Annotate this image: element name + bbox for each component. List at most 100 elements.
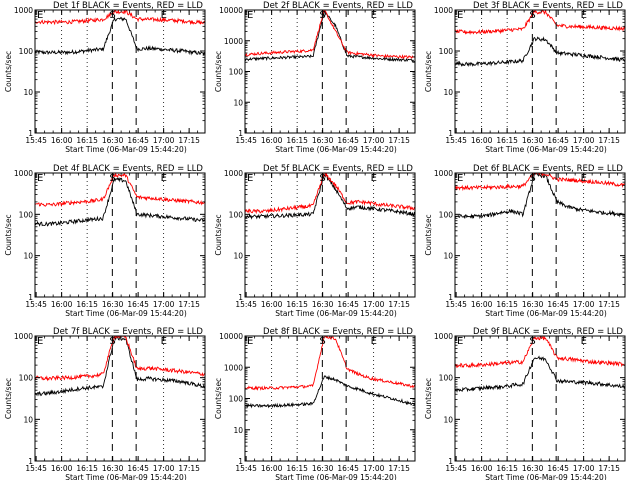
y-tick-label: 1000 bbox=[224, 363, 243, 372]
x-tick-label: 16:15 bbox=[286, 300, 308, 309]
chart-title: Det 4f BLACK = Events, RED = LLD bbox=[53, 164, 203, 174]
events-series-line bbox=[35, 16, 205, 57]
x-tick-label: 16:15 bbox=[76, 136, 98, 145]
y-axis-label: Counts/sec bbox=[214, 378, 223, 419]
y-tick-label: 10 bbox=[443, 415, 453, 424]
x-tick-label: 16:30 bbox=[102, 464, 124, 473]
y-axis-label: Counts/sec bbox=[424, 214, 433, 255]
chart-title: Det 1f BLACK = Events, RED = LLD bbox=[53, 1, 203, 11]
x-tick-label: 16:00 bbox=[471, 136, 493, 145]
y-tick-label: 1000 bbox=[434, 169, 453, 178]
x-tick-label: 16:45 bbox=[547, 300, 569, 309]
chart-title: Det 6f BLACK = Events, RED = LLD bbox=[473, 164, 623, 174]
x-tick-label: 16:00 bbox=[261, 300, 283, 309]
y-tick-label: 1 bbox=[28, 457, 33, 466]
events-series-line bbox=[455, 36, 625, 68]
x-tick-label: 15:45 bbox=[235, 300, 257, 309]
plot-frame bbox=[454, 9, 626, 134]
y-tick-label: 100 bbox=[439, 47, 454, 56]
x-tick-label: 15:45 bbox=[445, 300, 467, 309]
x-tick-label: 17:00 bbox=[153, 136, 175, 145]
y-tick-label: 10 bbox=[23, 88, 33, 97]
x-tick-label: 16:15 bbox=[496, 136, 518, 145]
events-series-line bbox=[455, 355, 625, 394]
plot-frame bbox=[34, 335, 206, 462]
x-tick-label: 15:45 bbox=[25, 300, 47, 309]
marker-label-start: E bbox=[457, 336, 463, 347]
x-tick-label: 15:45 bbox=[445, 136, 467, 145]
events-series-line bbox=[245, 10, 415, 63]
chart-title: Det 8f BLACK = Events, RED = LLD bbox=[263, 327, 413, 337]
y-tick-label: 1000 bbox=[14, 6, 33, 15]
x-tick-label: 16:15 bbox=[496, 464, 518, 473]
marker-label-middle: S bbox=[319, 336, 325, 347]
x-tick-label: 17:00 bbox=[363, 300, 385, 309]
x-tick-label: 15:45 bbox=[445, 464, 467, 473]
y-tick-label: 10 bbox=[233, 426, 243, 435]
y-tick-label: 1 bbox=[238, 293, 243, 302]
marker-label-end: E bbox=[371, 10, 377, 21]
lld-series-line bbox=[35, 10, 205, 26]
x-axis-label: Start Time (06-Mar-09 15:44:20) bbox=[485, 145, 607, 154]
x-axis-label: Start Time (06-Mar-09 15:44:20) bbox=[65, 473, 187, 480]
x-tick-label: 15:45 bbox=[235, 136, 257, 145]
marker-label-middle: S bbox=[529, 10, 535, 21]
x-tick-label: 17:15 bbox=[598, 464, 620, 473]
events-series-line bbox=[455, 173, 625, 220]
lld-series-line bbox=[455, 336, 625, 369]
y-tick-label: 100 bbox=[19, 47, 34, 56]
y-tick-label: 10000 bbox=[219, 332, 243, 341]
y-tick-label: 100 bbox=[439, 374, 454, 383]
marker-label-end: E bbox=[371, 173, 377, 184]
plot-frame bbox=[454, 335, 626, 462]
marker-label-middle: S bbox=[319, 10, 325, 21]
marker-label-start: E bbox=[247, 336, 253, 347]
x-tick-label: 16:30 bbox=[522, 300, 544, 309]
lld-series-line bbox=[245, 10, 415, 60]
chart-title: Det 7f BLACK = Events, RED = LLD bbox=[53, 327, 203, 337]
x-tick-label: 17:00 bbox=[573, 300, 595, 309]
x-tick-label: 16:45 bbox=[337, 136, 359, 145]
lld-series-line bbox=[245, 336, 415, 391]
y-tick-label: 1000 bbox=[14, 332, 33, 341]
x-tick-label: 16:45 bbox=[547, 464, 569, 473]
x-tick-label: 17:00 bbox=[363, 464, 385, 473]
lld-series-line bbox=[35, 173, 205, 208]
chart-title: Det 9f BLACK = Events, RED = LLD bbox=[473, 327, 623, 337]
chart-title: Det 5f BLACK = Events, RED = LLD bbox=[263, 164, 413, 174]
x-axis-label: Start Time (06-Mar-09 15:44:20) bbox=[65, 145, 187, 154]
x-tick-label: 16:15 bbox=[76, 300, 98, 309]
plot-frame bbox=[34, 172, 206, 298]
x-tick-label: 17:00 bbox=[153, 464, 175, 473]
lld-series-line bbox=[455, 10, 625, 35]
y-tick-label: 1 bbox=[448, 293, 453, 302]
x-tick-label: 17:15 bbox=[178, 136, 200, 145]
x-tick-label: 16:00 bbox=[261, 464, 283, 473]
x-tick-label: 15:45 bbox=[25, 464, 47, 473]
x-axis-label: Start Time (06-Mar-09 15:44:20) bbox=[275, 145, 397, 154]
marker-label-end: E bbox=[581, 336, 587, 347]
x-tick-label: 16:00 bbox=[51, 300, 73, 309]
y-tick-label: 1000 bbox=[224, 169, 243, 178]
marker-label-start: E bbox=[247, 173, 253, 184]
y-tick-label: 10 bbox=[233, 98, 243, 107]
x-tick-label: 16:30 bbox=[522, 464, 544, 473]
marker-label-middle: S bbox=[109, 336, 115, 347]
chart-title: Det 2f BLACK = Events, RED = LLD bbox=[263, 1, 413, 11]
x-tick-label: 17:00 bbox=[153, 300, 175, 309]
events-series-line bbox=[35, 176, 205, 227]
marker-label-middle: S bbox=[109, 173, 115, 184]
x-tick-label: 16:45 bbox=[337, 300, 359, 309]
y-tick-label: 10 bbox=[443, 88, 453, 97]
marker-label-start: E bbox=[247, 10, 253, 21]
y-axis-label: Counts/sec bbox=[4, 378, 13, 419]
y-axis-label: Counts/sec bbox=[4, 51, 13, 92]
events-series-line bbox=[245, 173, 415, 220]
x-tick-label: 16:30 bbox=[312, 464, 334, 473]
